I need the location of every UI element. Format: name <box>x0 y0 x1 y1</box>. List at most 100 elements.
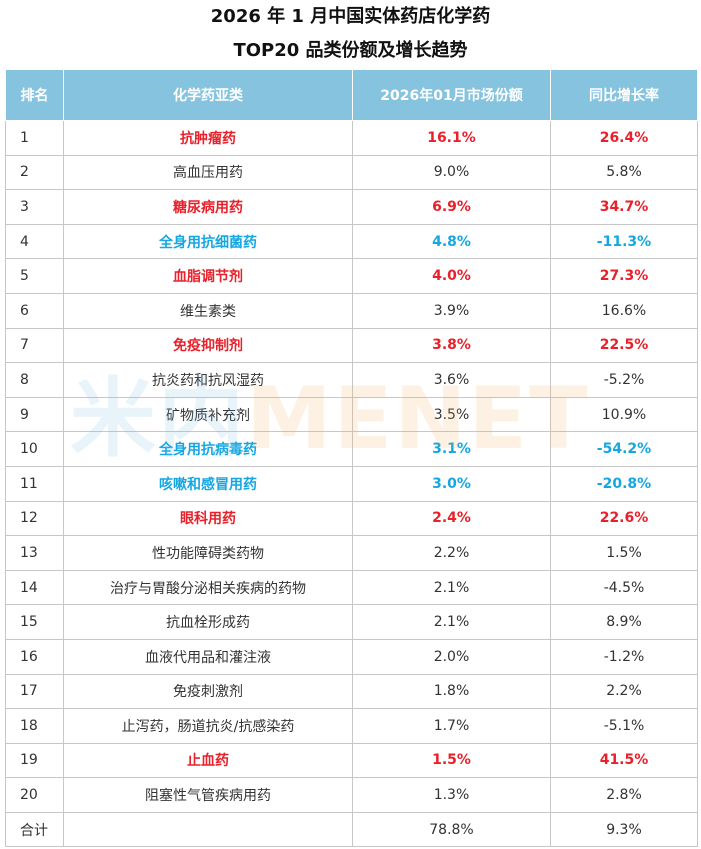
table-row: 3 糖尿病用药 6.9% 34.7% <box>5 189 698 225</box>
rank-cell: 13 <box>5 535 64 571</box>
share-cell: 3.5% <box>352 396 551 433</box>
subcategory-cell: 抗血栓形成药 <box>63 604 353 640</box>
table-row: 6 维生素类 3.9% 16.6% <box>5 292 698 329</box>
rank-cell: 16 <box>5 638 64 675</box>
growth-cell: 26.4% <box>550 120 698 156</box>
table-body: 1 抗肿瘤药 16.1% 26.4% 2 高血压用药 9.0% 5.8% 3 糖尿病用药 6.9% 3… <box>5 120 698 813</box>
rank-cell: 18 <box>5 708 64 744</box>
share-cell: 1.8% <box>352 673 551 710</box>
growth-cell: -11.3% <box>550 223 698 260</box>
share-cell: 4.8% <box>352 223 551 260</box>
rank-cell: 3 <box>5 189 64 225</box>
table-row: 13 性功能障碍类药物 2.2% 1.5% <box>5 535 698 571</box>
subcategory-cell: 治疗与胃酸分泌相关疾病的药物 <box>63 569 353 606</box>
growth-cell: -5.1% <box>550 708 698 744</box>
subcategory-cell: 全身用抗病毒药 <box>63 431 353 467</box>
growth-cell: 2.8% <box>550 777 698 813</box>
subcategory-cell: 咳嗽和感冒用药 <box>63 465 353 502</box>
growth-cell: 1.5% <box>550 535 698 571</box>
table-row: 5 血脂调节剂 4.0% 27.3% <box>5 258 698 294</box>
total-growth: 9.3% <box>550 811 698 848</box>
share-cell: 3.1% <box>352 431 551 467</box>
growth-cell: -5.2% <box>550 362 698 398</box>
growth-cell: 16.6% <box>550 292 698 329</box>
share-cell: 16.1% <box>352 120 551 156</box>
header-market-share: 2026年01月市场份额 <box>352 69 551 121</box>
rank-cell: 8 <box>5 362 64 398</box>
table-row: 14 治疗与胃酸分泌相关疾病的药物 2.1% -4.5% <box>5 569 698 606</box>
growth-cell: -4.5% <box>550 569 698 606</box>
subcategory-cell: 抗炎药和抗风湿药 <box>63 362 353 398</box>
growth-cell: -20.8% <box>550 465 698 502</box>
rank-cell: 5 <box>5 258 64 294</box>
table-row: 20 阻塞性气管疾病用药 1.3% 2.8% <box>5 777 698 813</box>
share-cell: 3.8% <box>352 327 551 364</box>
rank-cell: 7 <box>5 327 64 364</box>
subcategory-cell: 高血压用药 <box>63 154 353 191</box>
growth-cell: 34.7% <box>550 189 698 225</box>
subcategory-cell: 止泻药，肠道抗炎/抗感染药 <box>63 708 353 744</box>
title-line-1: 2026 年 1 月中国实体药店化学药 <box>210 6 491 27</box>
rank-cell: 14 <box>5 569 64 606</box>
table-row: 8 抗炎药和抗风湿药 3.6% -5.2% <box>5 362 698 398</box>
subcategory-cell: 抗肿瘤药 <box>63 120 353 156</box>
share-cell: 1.5% <box>352 742 551 779</box>
subcategory-cell: 阻塞性气管疾病用药 <box>63 777 353 813</box>
header-subcategory: 化学药亚类 <box>63 69 353 121</box>
rank-cell: 11 <box>5 465 64 502</box>
share-cell: 4.0% <box>352 258 551 294</box>
rank-cell: 1 <box>5 120 64 156</box>
header-rank: 排名 <box>5 69 64 121</box>
share-cell: 2.1% <box>352 569 551 606</box>
chart-title: 2026 年 1 月中国实体药店化学药 TOP20 品类份额及增长趋势 <box>0 0 701 68</box>
table-row: 16 血液代用品和灌注液 2.0% -1.2% <box>5 638 698 675</box>
subcategory-cell: 止血药 <box>63 742 353 779</box>
subcategory-cell: 全身用抗细菌药 <box>63 223 353 260</box>
share-table: 排名 化学药亚类 2026年01月市场份额 同比增长率 1 抗肿瘤药 16.1% 26… <box>5 69 698 848</box>
growth-cell: -54.2% <box>550 431 698 467</box>
rank-cell: 6 <box>5 292 64 329</box>
share-cell: 1.3% <box>352 777 551 813</box>
total-label: 合计 <box>5 811 64 848</box>
table-row: 15 抗血栓形成药 2.1% 8.9% <box>5 604 698 640</box>
rank-cell: 10 <box>5 431 64 467</box>
table-row: 11 咳嗽和感冒用药 3.0% -20.8% <box>5 465 698 502</box>
share-cell: 3.0% <box>352 465 551 502</box>
total-row: 合计 78.8% 9.3% <box>5 811 698 848</box>
table-row: 2 高血压用药 9.0% 5.8% <box>5 154 698 191</box>
subcategory-cell: 血液代用品和灌注液 <box>63 638 353 675</box>
table-row: 7 免疫抑制剂 3.8% 22.5% <box>5 327 698 364</box>
rank-cell: 4 <box>5 223 64 260</box>
subcategory-cell: 矿物质补充剂 <box>63 396 353 433</box>
growth-cell: 2.2% <box>550 673 698 710</box>
growth-cell: -1.2% <box>550 638 698 675</box>
share-cell: 2.4% <box>352 500 551 537</box>
share-cell: 6.9% <box>352 189 551 225</box>
growth-cell: 10.9% <box>550 396 698 433</box>
total-share: 78.8% <box>352 811 551 848</box>
total-name <box>63 811 353 848</box>
header-yoy-growth: 同比增长率 <box>550 69 698 121</box>
table-row: 1 抗肿瘤药 16.1% 26.4% <box>5 120 698 156</box>
subcategory-cell: 免疫抑制剂 <box>63 327 353 364</box>
subcategory-cell: 免疫刺激剂 <box>63 673 353 710</box>
table-row: 10 全身用抗病毒药 3.1% -54.2% <box>5 431 698 467</box>
rank-cell: 12 <box>5 500 64 537</box>
table-row: 12 眼科用药 2.4% 22.6% <box>5 500 698 537</box>
table-row: 17 免疫刺激剂 1.8% 2.2% <box>5 673 698 710</box>
subcategory-cell: 眼科用药 <box>63 500 353 537</box>
growth-cell: 5.8% <box>550 154 698 191</box>
share-cell: 2.2% <box>352 535 551 571</box>
growth-cell: 41.5% <box>550 742 698 779</box>
table-row: 19 止血药 1.5% 41.5% <box>5 742 698 779</box>
rank-cell: 20 <box>5 777 64 813</box>
growth-cell: 22.5% <box>550 327 698 364</box>
rank-cell: 17 <box>5 673 64 710</box>
share-cell: 2.1% <box>352 604 551 640</box>
subcategory-cell: 血脂调节剂 <box>63 258 353 294</box>
table-row: 18 止泻药，肠道抗炎/抗感染药 1.7% -5.1% <box>5 708 698 744</box>
rank-cell: 19 <box>5 742 64 779</box>
share-cell: 9.0% <box>352 154 551 191</box>
subcategory-cell: 糖尿病用药 <box>63 189 353 225</box>
growth-cell: 8.9% <box>550 604 698 640</box>
